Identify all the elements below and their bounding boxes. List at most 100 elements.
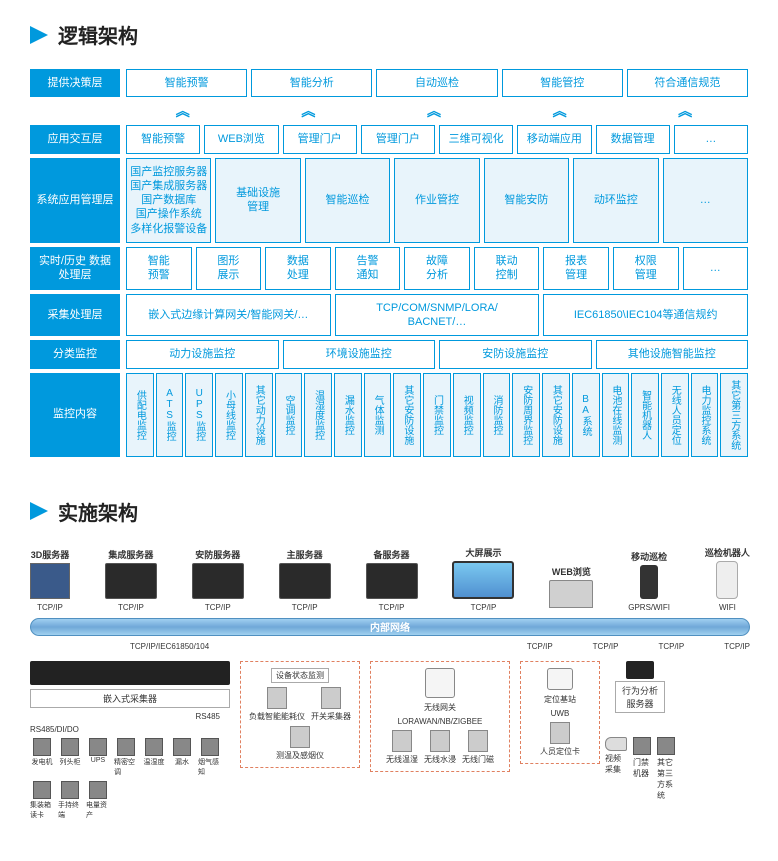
- small-device: 温湿度: [142, 738, 166, 777]
- camera-col: 行为分析 服务器 视频采集 门禁机器 其它第三方系统: [610, 661, 670, 801]
- item-label: 开关采集器: [311, 711, 351, 722]
- logic-diagram: 提供决策层 智能预警智能分析自动巡检智能管控符合通信规范 ︽ ︽ ︽ ︽ ︽ 应…: [30, 69, 748, 457]
- monitor-item: 安防周界监控: [512, 373, 540, 457]
- cell: 嵌入式边缘计算网关/智能网关/…: [126, 294, 331, 337]
- cell: 符合通信规范: [627, 69, 748, 97]
- proto-label: TCP/IP: [593, 642, 619, 651]
- up-arrow-icon: ︽: [553, 101, 567, 121]
- monitor-item: 漏水监控: [334, 373, 362, 457]
- row-decision: 提供决策层 智能预警智能分析自动巡检智能管控符合通信规范: [30, 69, 748, 97]
- device-icon: [61, 738, 79, 756]
- pc-icon: [30, 563, 70, 599]
- device-icon: [33, 738, 51, 756]
- monitor-item: 气体监测: [364, 373, 392, 457]
- cell: 故障 分析: [404, 247, 470, 290]
- sub-proto-label: RS485/DI/DO: [30, 725, 230, 734]
- row-app-interaction: 应用交互层 智能预警WEB浏览管理门户管理门户三维可视化移动端应用数据管理…: [30, 125, 748, 153]
- proto-label: TCP/IP: [527, 642, 553, 651]
- item-label: 无线门磁: [462, 754, 494, 765]
- base-station-icon: [547, 668, 573, 690]
- row-monitor-content: 监控内容 供配电监控ATS监控UPS监控小母线监控其它动力设施空调监控温湿度监控…: [30, 373, 748, 457]
- collector-box: 嵌入式采集器 RS485 RS485/DI/DO 发电机列头柜UPS精密空调温湿…: [30, 661, 230, 820]
- item-label: 负载智能能耗仪: [249, 711, 305, 722]
- monitor-item: 视频监控: [453, 373, 481, 457]
- section1-header: 逻辑架构: [30, 20, 748, 49]
- device-phone: 移动巡检GPRS/WIFI: [628, 550, 670, 612]
- sensor-icon: [290, 726, 310, 748]
- device-pc: 3D服务器TCP/IP: [30, 548, 70, 612]
- cell: 智能预警: [126, 125, 200, 153]
- collector-device-icon: [30, 661, 230, 685]
- triangle-icon: [30, 502, 48, 520]
- implementation-diagram: 3D服务器TCP/IP集成服务器TCP/IP安防服务器TCP/IP主服务器TCP…: [30, 546, 750, 820]
- device-icon: [145, 738, 163, 756]
- cell: …: [683, 247, 749, 290]
- device-icon: [89, 738, 107, 756]
- device-row: 发电机列头柜UPS精密空调温湿度漏水烟气感知集装箱读卡手持终端电量资产: [30, 738, 230, 820]
- cell: 三维可视化: [439, 125, 513, 153]
- device-laptop: WEB浏览: [549, 565, 593, 612]
- access-icon: [633, 737, 651, 755]
- cell: 权限 管理: [613, 247, 679, 290]
- device-icon: [61, 781, 79, 799]
- wireless-box: 无线网关 LORAWAN/NB/ZIGBEE 无线温湿 无线水浸 无线门磁: [370, 661, 510, 772]
- camera-label: 行为分析 服务器: [615, 681, 665, 713]
- item-label: 视频采集: [605, 753, 627, 775]
- device-screen: 大屏展示TCP/IP: [452, 546, 514, 612]
- proto-label: TCP/IP: [658, 642, 684, 651]
- section2-title: 实施架构: [58, 497, 138, 526]
- monitor-item: 其它安防设施: [542, 373, 570, 457]
- device-server: 主服务器TCP/IP: [279, 548, 331, 612]
- up-arrow-icon: ︽: [678, 101, 692, 121]
- section1-title: 逻辑架构: [58, 20, 138, 49]
- cell: 智能巡检: [305, 158, 390, 243]
- screen-icon: [452, 561, 514, 599]
- uwb-box: 定位基站 UWB 人员定位卡: [520, 661, 600, 764]
- monitor-item: 供配电监控: [126, 373, 154, 457]
- item-label: 其它第三方系统: [657, 757, 675, 801]
- up-arrow-icon: ︽: [176, 101, 190, 121]
- monitor-item: 其它动力设施: [245, 373, 273, 457]
- arrow-row: ︽ ︽ ︽ ︽ ︽: [30, 101, 748, 121]
- proto-label: TCP/IP: [724, 642, 750, 651]
- monitor-item: BA系统: [572, 373, 600, 457]
- antenna-icon: [392, 730, 412, 752]
- uwb-title: 定位基站: [544, 694, 576, 705]
- cell: …: [663, 158, 748, 243]
- cell: 智能分析: [251, 69, 372, 97]
- server-icon: [279, 563, 331, 599]
- cell: 告警 通知: [335, 247, 401, 290]
- cell: 智能预警: [126, 69, 247, 97]
- triangle-icon: [30, 26, 48, 44]
- item-label: 门禁机器: [633, 757, 651, 779]
- row-collection: 采集处理层 嵌入式边缘计算网关/智能网关/…TCP/COM/SNMP/LORA/…: [30, 294, 748, 337]
- robot-icon: [716, 561, 738, 599]
- cell: 安防设施监控: [439, 340, 592, 368]
- up-arrow-icon: ︽: [301, 101, 315, 121]
- camera-icon: [605, 737, 627, 751]
- small-device: 烟气感知: [198, 738, 222, 777]
- bottom-region: 嵌入式采集器 RS485 RS485/DI/DO 发电机列头柜UPS精密空调温湿…: [30, 661, 750, 820]
- rs485-label: RS485: [30, 712, 230, 721]
- device-icon: [173, 738, 191, 756]
- monitor-item: 小母线监控: [215, 373, 243, 457]
- row-label: 监控内容: [30, 373, 120, 457]
- up-arrow-icon: ︽: [427, 101, 441, 121]
- small-device: 精密空调: [114, 738, 138, 777]
- device-icon: [89, 781, 107, 799]
- thirdparty-icon: [657, 737, 675, 755]
- cell: 数据管理: [596, 125, 670, 153]
- person-icon: [550, 722, 570, 744]
- device-server: 集成服务器TCP/IP: [105, 548, 157, 612]
- row-system-mgmt: 系统应用管理层 国产监控服务器 国产集成服务器 国产数据库 国产操作系统 多样化…: [30, 158, 748, 243]
- small-device: 列头柜: [58, 738, 82, 777]
- gateway-icon: [425, 668, 455, 698]
- monitor-item: 门禁监控: [423, 373, 451, 457]
- cell: 环境设施监控: [283, 340, 436, 368]
- monitor-item: UPS监控: [185, 373, 213, 457]
- monitor-item: 电池在线监测: [602, 373, 630, 457]
- monitor-item: 温湿度监控: [304, 373, 332, 457]
- small-device: 手持终端: [58, 781, 82, 820]
- monitor-item: 其它第三方系统: [720, 373, 748, 457]
- cell: WEB浏览: [204, 125, 278, 153]
